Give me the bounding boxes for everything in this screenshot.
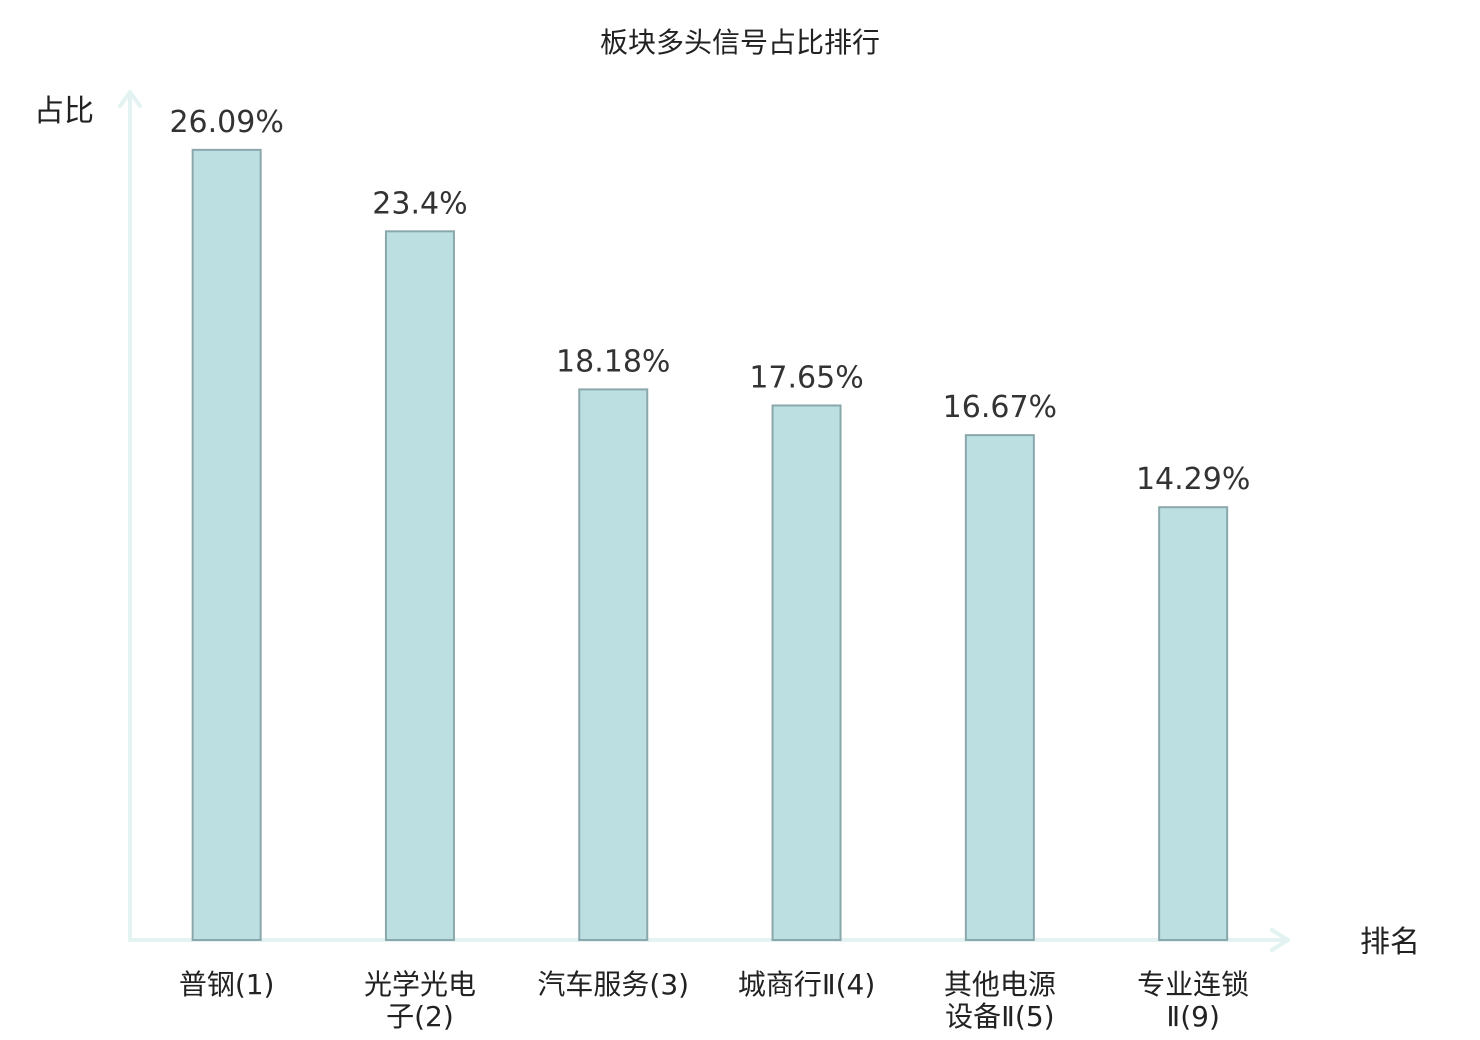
bar-6 bbox=[1158, 506, 1229, 941]
category-label-6: 专业连锁 Ⅱ(9) bbox=[1137, 968, 1249, 1033]
bars-group bbox=[191, 148, 1229, 942]
value-label-4: 17.65% bbox=[749, 360, 863, 395]
value-label-6: 14.29% bbox=[1136, 462, 1250, 497]
category-label-4: 城商行Ⅱ(4) bbox=[738, 968, 875, 1001]
x-axis-label: 排名 bbox=[1360, 925, 1420, 960]
y-axis bbox=[118, 90, 142, 942]
category-label-5: 其他电源设备Ⅱ(5) bbox=[944, 968, 1056, 1033]
value-labels-group: 26.09% 23.4% 18.18% 17.65% 16.67% 14.29% bbox=[169, 105, 1250, 497]
x-axis bbox=[128, 928, 1290, 952]
y-axis-arrow bbox=[118, 90, 142, 108]
category-labels-group: 普钢(1) 光学光电子(2) 汽车服务(3) 城商行Ⅱ(4) 其他电源设备Ⅱ(5) 专业连… bbox=[179, 968, 1249, 1033]
value-label-3: 18.18% bbox=[556, 344, 670, 379]
bar-4 bbox=[771, 404, 842, 941]
value-label-5: 16.67% bbox=[943, 390, 1057, 425]
y-axis-label: 占比 bbox=[34, 94, 94, 129]
bar-2 bbox=[384, 230, 455, 942]
category-label-2: 光学光电子(2) bbox=[364, 968, 476, 1033]
category-label-1: 普钢(1) bbox=[179, 968, 275, 1001]
bar-3 bbox=[578, 388, 649, 941]
value-label-2: 23.4% bbox=[372, 186, 467, 221]
x-axis-arrow bbox=[1270, 928, 1290, 952]
chart-title: 板块多头信号占比排行 bbox=[600, 26, 880, 59]
category-label-3: 汽车服务(3) bbox=[537, 968, 689, 1001]
bar-5 bbox=[964, 434, 1035, 941]
value-label-1: 26.09% bbox=[169, 105, 283, 140]
bar-1 bbox=[191, 148, 262, 942]
